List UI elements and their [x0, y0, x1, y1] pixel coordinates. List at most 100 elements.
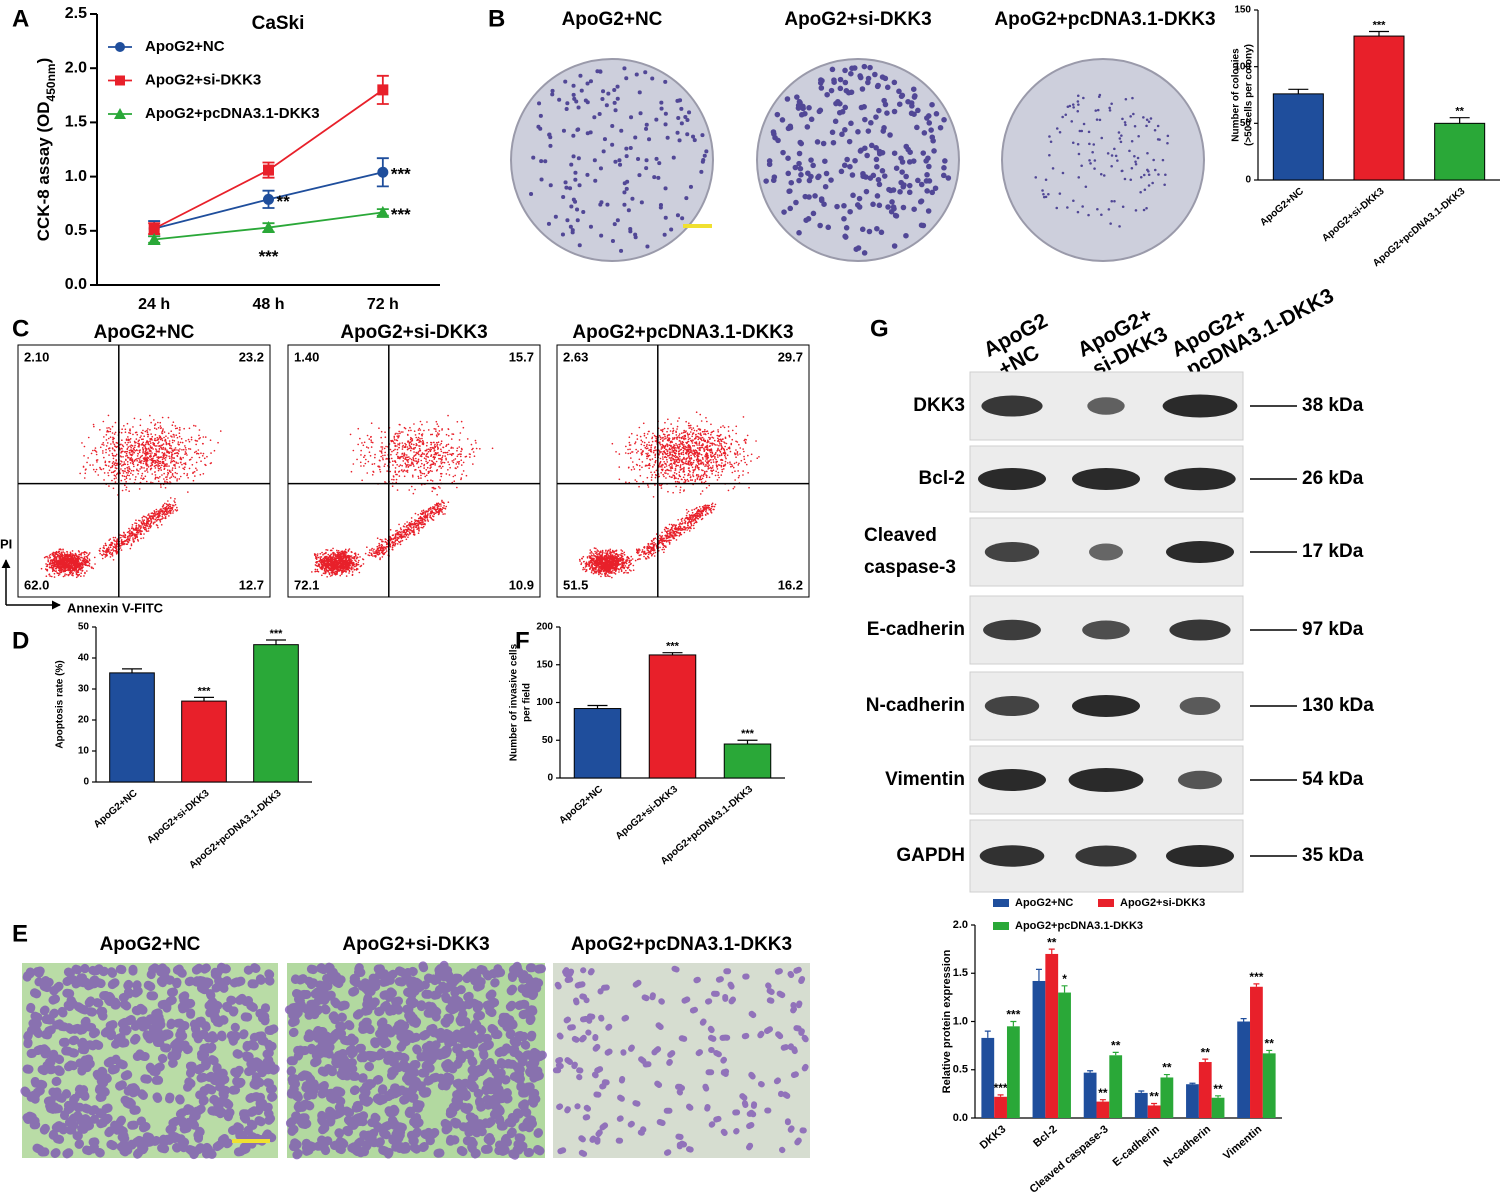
bar	[723, 743, 772, 779]
y-tick-label: 30	[78, 684, 90, 695]
transwell-title: ApoG2+NC	[100, 934, 201, 955]
colonies	[1034, 93, 1170, 228]
error-bar	[587, 704, 608, 709]
event-cloud	[311, 414, 494, 578]
significance: **	[1098, 1086, 1108, 1100]
band	[983, 619, 1041, 641]
bar	[1186, 1084, 1199, 1118]
y-tick-label: 0.0	[65, 276, 87, 293]
point	[377, 166, 389, 178]
x-tick-label: ApoG2+si-DKK3	[614, 784, 681, 843]
significance: ***	[391, 165, 411, 184]
point	[147, 232, 161, 245]
y-tick-label: 0	[83, 777, 89, 788]
band	[1177, 770, 1223, 790]
error-bar	[1449, 117, 1470, 124]
band	[984, 696, 1040, 716]
transwell-title: ApoG2+si-DKK3	[342, 934, 489, 955]
bar	[1211, 1097, 1225, 1118]
bar	[109, 672, 155, 783]
y-axis-label: Relative protein expression	[941, 949, 953, 1093]
quadrant-value: 10.9	[509, 577, 534, 592]
error-bar	[1048, 948, 1055, 954]
y-tick-label: 20	[78, 715, 90, 726]
event-cloud	[40, 414, 222, 579]
y-axis-label: (>50 cells per colony)	[1244, 44, 1255, 146]
cells	[552, 965, 809, 1157]
quadrant-value: 12.7	[239, 577, 264, 592]
x-tick-label: Vimentin	[1221, 1123, 1264, 1162]
error-bar	[122, 668, 142, 673]
panel-label: E	[12, 920, 28, 947]
bar	[1434, 122, 1486, 181]
band	[1169, 619, 1231, 641]
cells	[284, 960, 547, 1160]
legend-label: ApoG2+pcDNA3.1-DKK3	[1015, 920, 1143, 932]
quadrant-value: 15.7	[509, 349, 534, 364]
event-cloud	[578, 411, 760, 579]
y-tick-label: 100	[1234, 61, 1251, 72]
bar	[1083, 1072, 1097, 1118]
quadrant-value: 1.40	[294, 349, 319, 364]
point	[263, 193, 274, 205]
error-bar	[1202, 1058, 1209, 1063]
band	[1068, 768, 1144, 792]
significance: ***	[391, 205, 411, 224]
significance: **	[1455, 106, 1464, 118]
size-label: 26 kDa	[1302, 468, 1364, 489]
band	[1179, 697, 1221, 715]
flow-ylabel: PI	[0, 536, 12, 551]
y-tick-label: 1.0	[953, 1015, 968, 1027]
bar	[1147, 1105, 1161, 1118]
y-tick-label: 50	[542, 735, 554, 746]
y-axis-label: CCK-8 assay (OD450nm)	[34, 58, 58, 242]
x-tick-label: ApoG2+pcDNA3.1-DKK3	[1371, 186, 1468, 270]
size-label: 35 kDa	[1302, 845, 1364, 866]
size-label: 97 kDa	[1302, 619, 1364, 640]
y-tick-label: 1.5	[953, 967, 968, 979]
legend-label: ApoG2+NC	[145, 38, 225, 55]
flow-frame	[287, 344, 541, 598]
error-bar	[1266, 1049, 1273, 1054]
bar	[1353, 35, 1405, 181]
band	[1075, 845, 1137, 867]
significance: *	[1062, 972, 1067, 986]
error-bar	[1151, 1102, 1158, 1106]
cells	[20, 962, 280, 1160]
band	[1162, 394, 1238, 418]
band	[1166, 541, 1234, 563]
error-bar	[1035, 968, 1042, 981]
legend-swatch	[1098, 899, 1114, 907]
panel-label: F	[515, 627, 530, 654]
plate-title: ApoG2+pcDNA3.1-DKK3	[994, 9, 1215, 30]
point	[114, 108, 126, 119]
bar	[1272, 93, 1324, 181]
error-bar	[662, 652, 683, 655]
error-bar	[1253, 983, 1260, 987]
significance: **	[1265, 1037, 1275, 1051]
bar	[981, 1037, 995, 1118]
error-bar	[266, 639, 286, 645]
error-bar	[1163, 1073, 1170, 1078]
band	[979, 845, 1045, 867]
error-bar	[1099, 1099, 1106, 1102]
quadrant-value: 23.2	[239, 349, 264, 364]
x-tick-label: E-cadherin	[1111, 1123, 1162, 1169]
bar	[1096, 1101, 1110, 1118]
y-tick-label: 0.0	[953, 1112, 968, 1124]
y-tick-label: 50	[78, 622, 90, 633]
row-label: caspase-3	[864, 557, 956, 578]
panel-label: G	[870, 315, 889, 342]
bar	[253, 644, 299, 783]
x-tick-label: DKK3	[978, 1123, 1009, 1151]
x-tick-label: ApoG2+NC	[92, 788, 140, 831]
significance: ***	[994, 1081, 1008, 1095]
error-bar	[1112, 1051, 1119, 1056]
significance: ***	[741, 728, 755, 740]
significance: ***	[1249, 970, 1263, 984]
transwell-image	[553, 963, 810, 1158]
bar	[1032, 980, 1046, 1118]
error-bar	[1189, 1082, 1196, 1085]
significance: **	[1162, 1061, 1172, 1075]
